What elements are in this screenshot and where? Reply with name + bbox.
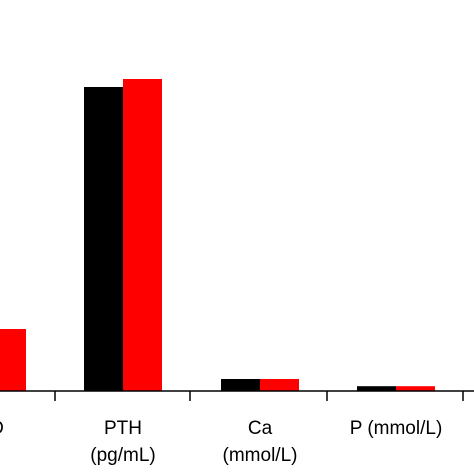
bar-series2-cat2	[123, 79, 162, 391]
x-tick-label-1-line2: nL)	[0, 445, 1, 466]
x-tick-labels-layer: H)D nL) PTH (pg/mL) Ca (mmol/L) P (mmol/L)	[0, 418, 442, 466]
bar-series1-cat4	[357, 386, 396, 391]
x-ticks-layer	[54, 391, 464, 401]
x-tick-label-3-line1: Ca	[248, 418, 273, 439]
x-tick-label-1-line1: H)D	[0, 418, 4, 439]
bars-layer	[0, 79, 435, 391]
x-tick-label-3-line2: (mmol/L)	[223, 445, 298, 466]
bar-series2-cat3	[260, 379, 299, 391]
bar-series1-cat3	[221, 379, 260, 391]
x-tick-label-4-line1: P (mmol/L)	[350, 418, 443, 439]
x-tick-label-2-line1: PTH	[104, 418, 142, 439]
x-tick-label-2-line2: (pg/mL)	[90, 445, 155, 466]
bar-series2-cat1	[0, 329, 26, 391]
bar-series1-cat2	[84, 87, 123, 391]
bar-series2-cat4	[396, 386, 435, 391]
